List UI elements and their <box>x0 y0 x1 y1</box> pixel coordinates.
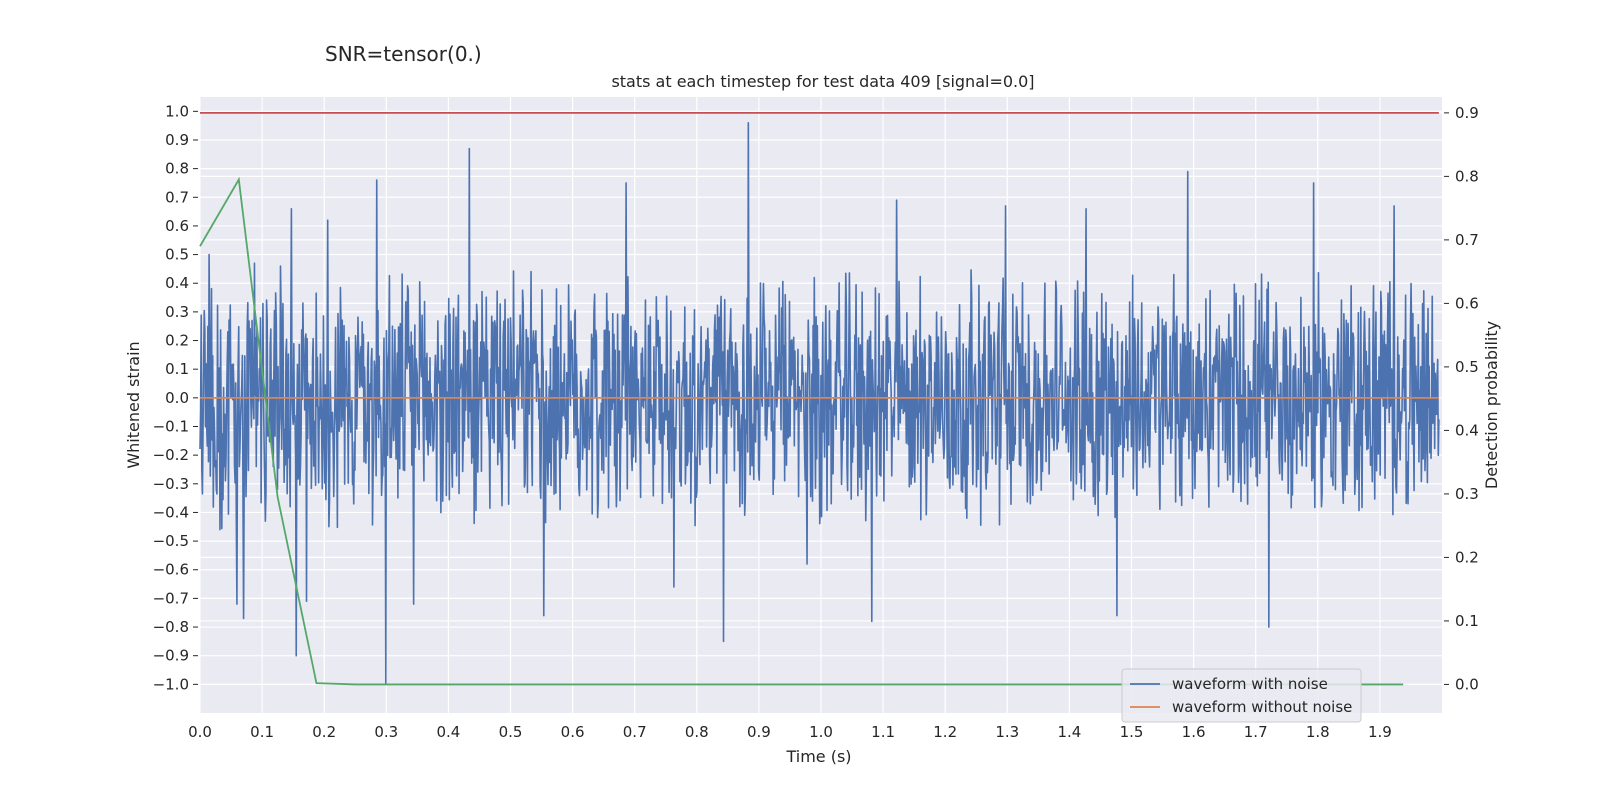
x-tick-label: 0.8 <box>685 723 709 741</box>
y-tick-label: 0.2 <box>165 332 189 350</box>
y-tick-label: 0.9 <box>165 131 189 149</box>
x-tick-label: 1.6 <box>1182 723 1206 741</box>
y-tick-label: −0.9 <box>153 647 189 665</box>
chart-title: stats at each timestep for test data 409… <box>611 72 1034 91</box>
y-tick-label: −0.4 <box>153 503 189 521</box>
y2-tick-label: 0.4 <box>1455 421 1479 439</box>
y2-tick-label: 0.3 <box>1455 485 1479 503</box>
x-tick-label: 1.0 <box>809 723 833 741</box>
y2-tick-label: 0.6 <box>1455 294 1479 312</box>
x-tick-label: 1.3 <box>995 723 1019 741</box>
y-tick-label: 1.0 <box>165 102 189 120</box>
left-axis-ticks: 1.0 0.9 0.8 0.7 0.6 0.5 0.4 0.3 0.2 0.1 0.0 −0.1 −0.… <box>153 102 198 693</box>
legend-box <box>1121 668 1362 723</box>
y2-tick-label: 0.0 <box>1455 675 1479 693</box>
x-tick-label: 1.9 <box>1368 723 1392 741</box>
y2-tick-label: 0.8 <box>1455 167 1479 185</box>
x-tick-label: 1.4 <box>1057 723 1081 741</box>
legend-label: waveform without noise <box>1172 698 1352 716</box>
y-tick-label: 0.0 <box>165 389 189 407</box>
y2-tick-label: 0.9 <box>1455 104 1479 122</box>
legend: waveform with noise waveform without nois… <box>1121 668 1362 723</box>
y-tick-label: 0.5 <box>165 246 189 264</box>
legend-label: waveform with noise <box>1172 675 1328 693</box>
y-tick-label: 0.6 <box>165 217 189 235</box>
x-tick-label: 0.3 <box>374 723 398 741</box>
x-tick-label: 0.4 <box>436 723 460 741</box>
x-tick-label: 1.1 <box>871 723 895 741</box>
y-tick-label: 0.7 <box>165 188 189 206</box>
x-tick-label: 0.5 <box>499 723 523 741</box>
y-tick-label: −0.7 <box>153 589 189 607</box>
figure-suptitle: SNR=tensor(0.) <box>325 42 482 66</box>
y-tick-label: 0.8 <box>165 160 189 178</box>
y2-axis-label: Detection probability <box>1482 321 1501 489</box>
series-detection-probability <box>199 176 1404 686</box>
right-axis-ticks: 0.9 0.8 0.7 0.6 0.5 0.4 0.3 0.2 0.1 0.0 <box>1444 104 1479 693</box>
y2-tick-label: 0.1 <box>1455 612 1479 630</box>
x-tick-label: 1.8 <box>1306 723 1330 741</box>
x-axis-label: Time (s) <box>785 747 851 766</box>
y-tick-label: 0.3 <box>165 303 189 321</box>
x-tick-label: 1.7 <box>1244 723 1268 741</box>
x-tick-label: 0.2 <box>312 723 336 741</box>
y-tick-label: −0.6 <box>153 561 189 579</box>
y2-tick-label: 0.2 <box>1455 548 1479 566</box>
y-tick-label: −1.0 <box>153 675 189 693</box>
series-waveform-with-noise <box>199 121 1440 686</box>
x-tick-label: 0.1 <box>250 723 274 741</box>
series-layer <box>199 111 1440 686</box>
x-tick-label: 0.9 <box>747 723 771 741</box>
x-tick-label: 0.0 <box>188 723 212 741</box>
x-tick-label: 1.2 <box>933 723 957 741</box>
x-tick-label: 1.5 <box>1120 723 1144 741</box>
y-tick-label: −0.5 <box>153 532 189 550</box>
y-axis-label: Whitened strain <box>124 341 143 468</box>
y-tick-label: −0.1 <box>153 417 189 435</box>
y-tick-label: −0.3 <box>153 475 189 493</box>
y2-tick-label: 0.5 <box>1455 358 1479 376</box>
x-tick-label: 0.7 <box>623 723 647 741</box>
y2-tick-label: 0.7 <box>1455 231 1479 249</box>
x-axis-ticks: 0.0 0.1 0.2 0.3 0.4 0.5 0.6 0.7 0.8 0.9 1.0 1.1 1.2 1… <box>188 723 1392 741</box>
y-tick-label: −0.2 <box>153 446 189 464</box>
y-tick-label: 0.1 <box>165 360 189 378</box>
y-tick-label: −0.8 <box>153 618 189 636</box>
y-tick-label: 0.4 <box>165 274 189 292</box>
x-tick-label: 0.6 <box>561 723 585 741</box>
